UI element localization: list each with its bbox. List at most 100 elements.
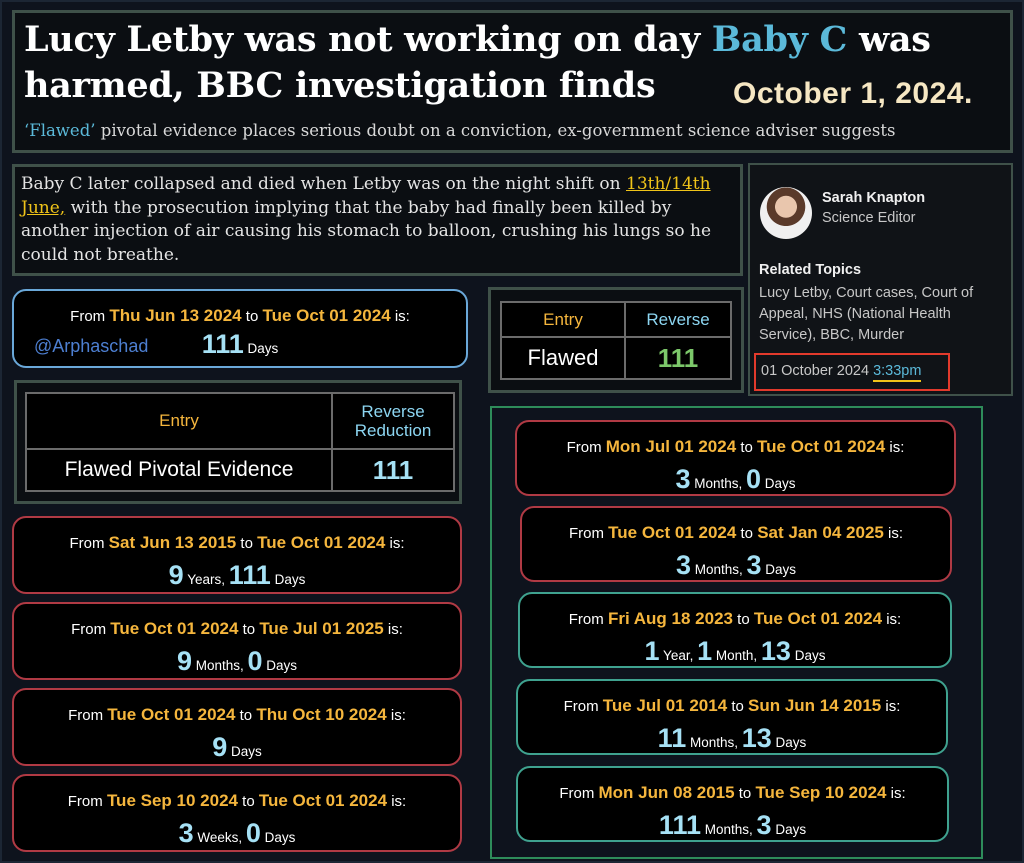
date-range-label: From Fri Aug 18 2023 to Tue Oct 01 2024 … [520, 609, 950, 629]
date-calc-box: From Tue Sep 10 2024 to Tue Oct 01 2024 … [12, 774, 462, 852]
date-calc-box: From Tue Jul 01 2014 to Sun Jun 14 2015 … [516, 679, 948, 755]
duration-number: 0 [746, 464, 762, 494]
headline-highlight: Baby C [711, 19, 848, 60]
is-label: is: [882, 611, 902, 628]
duration-number: 9 [168, 560, 184, 590]
from-date: Tue Oct 01 2024 [110, 619, 239, 638]
to-label: to [734, 785, 756, 802]
duration-unit: Days [262, 658, 298, 673]
from-label: From [559, 785, 599, 802]
duration-result: 3 Months, 0 Days [517, 464, 954, 495]
duration-result: 1 Year, 1 Month, 13 Days [520, 636, 950, 667]
timestamp: 01 October 2024 3:33pm [754, 353, 950, 391]
from-label: From [566, 439, 606, 456]
to-label: to [237, 793, 259, 810]
duration-result: 3 Months, 3 Days [522, 550, 950, 581]
small-table-panel: Entry Reverse Flawed 111 [488, 287, 744, 393]
to-date: Tue Oct 01 2024 [258, 791, 388, 810]
date-calc-box: From Thu Jun 13 2024 to Tue Oct 01 2024 … [12, 289, 468, 368]
to-date: Thu Oct 10 2024 [256, 705, 387, 724]
duration-unit: Days [243, 341, 279, 356]
duration-unit: Days [260, 830, 296, 845]
date-range-label: From Tue Oct 01 2024 to Sat Jan 04 2025 … [522, 523, 950, 543]
duration-unit: Days [270, 572, 306, 587]
date-calc-box: From Fri Aug 18 2023 to Tue Oct 01 2024 … [518, 592, 952, 668]
headline-panel: Lucy Letby was not working on day Baby C… [12, 10, 1013, 153]
small-table-head-entry: Entry [500, 301, 626, 338]
related-topics-title: Related Topics [759, 262, 862, 278]
date-range-label: From Thu Jun 13 2024 to Tue Oct 01 2024 … [14, 306, 466, 326]
from-date: Mon Jul 01 2024 [605, 437, 737, 456]
from-label: From [67, 793, 107, 810]
duration-unit: Year, [659, 648, 698, 663]
is-label: is: [385, 535, 405, 552]
duration-result: 9 Days [14, 732, 460, 763]
small-table-cell-value: 111 [624, 336, 732, 380]
headline: Lucy Letby was not working on day Baby C… [24, 19, 931, 106]
duration-unit: Days [790, 648, 826, 663]
from-label: From [568, 525, 609, 542]
to-label: to [236, 535, 258, 552]
duration-unit: Months, [686, 735, 742, 750]
to-date: Tue Oct 01 2024 [257, 533, 386, 552]
duration-result: 11 Months, 13 Days [518, 723, 946, 754]
date-calc-box: From Sat Jun 13 2015 to Tue Oct 01 2024 … [12, 516, 462, 594]
is-label: is: [881, 698, 901, 715]
duration-unit: Days [761, 562, 797, 577]
to-date: Tue Oct 01 2024 [262, 306, 391, 325]
duration-number: 3 [746, 550, 762, 580]
author-role: Science Editor [822, 210, 916, 226]
from-date: Tue Oct 01 2024 [608, 523, 737, 542]
duration-unit: Months, [701, 822, 757, 837]
large-table-cell-value: 111 [331, 448, 455, 492]
duration-number: 3 [675, 464, 691, 494]
to-label: to [235, 707, 257, 724]
from-label: From [563, 698, 603, 715]
date-range-label: From Tue Oct 01 2024 to Thu Oct 10 2024 … [14, 705, 460, 725]
duration-unit: Months, [690, 562, 747, 577]
subhead-quote: ‘Flawed’ [24, 121, 96, 140]
duration-unit: Months, [690, 476, 746, 491]
related-topics-list[interactable]: Lucy Letby, Court cases, Court of Appeal… [759, 285, 974, 343]
duration-number: 0 [245, 818, 261, 848]
date-calc-box: From Mon Jun 08 2015 to Tue Sep 10 2024 … [516, 766, 949, 842]
large-table: Entry Reverse Reduction Flawed Pivotal Ev… [25, 392, 455, 492]
to-label: to [241, 308, 263, 325]
to-date: Tue Oct 01 2024 [757, 437, 886, 456]
to-date: Tue Jul 01 2025 [259, 619, 384, 638]
author-panel: Sarah Knapton Science Editor Related Top… [748, 163, 1013, 396]
date-calc-box: From Tue Oct 01 2024 to Thu Oct 10 2024 … [12, 688, 462, 766]
date-calc-box: From Tue Oct 01 2024 to Sat Jan 04 2025 … [520, 506, 952, 582]
is-label: is: [885, 439, 905, 456]
is-label: is: [386, 707, 406, 724]
duration-number: 3 [178, 818, 194, 848]
date-range-label: From Tue Sep 10 2024 to Tue Oct 01 2024 … [14, 791, 460, 811]
duration-unit: Days [227, 744, 262, 759]
duration-number: 0 [247, 646, 263, 676]
from-date: Fri Aug 18 2023 [607, 609, 733, 628]
from-date: Sat Jun 13 2015 [108, 533, 237, 552]
timestamp-time: 3:33pm [873, 363, 922, 382]
small-table-head-reverse: Reverse [624, 301, 732, 338]
to-date: Sun Jun 14 2015 [748, 696, 882, 715]
right-calc-group [490, 406, 983, 859]
duration-number: 13 [741, 723, 772, 753]
duration-number: 1 [644, 636, 660, 666]
to-label: to [732, 611, 754, 628]
duration-number: 11 [657, 723, 687, 753]
duration-unit: Months, [191, 658, 248, 673]
duration-number: 9 [176, 646, 192, 676]
date-range-label: From Sat Jun 13 2015 to Tue Oct 01 2024 … [14, 533, 460, 553]
duration-unit: Days [771, 822, 807, 837]
large-table-cell-text: Flawed Pivotal Evidence [25, 448, 333, 492]
date-range-label: From Tue Jul 01 2014 to Sun Jun 14 2015 … [518, 696, 946, 716]
excerpt-date-highlight: 13th/14th June, [21, 174, 711, 218]
date-range-label: From Tue Oct 01 2024 to Tue Jul 01 2025 … [14, 619, 460, 639]
author-name[interactable]: Sarah Knapton [822, 190, 926, 206]
is-label: is: [383, 621, 403, 638]
to-label: to [238, 621, 260, 638]
is-label: is: [886, 785, 906, 802]
duration-result: 111 Days [14, 329, 466, 360]
watermark-handle: @Arphaschad [34, 336, 149, 356]
is-label: is: [387, 793, 407, 810]
